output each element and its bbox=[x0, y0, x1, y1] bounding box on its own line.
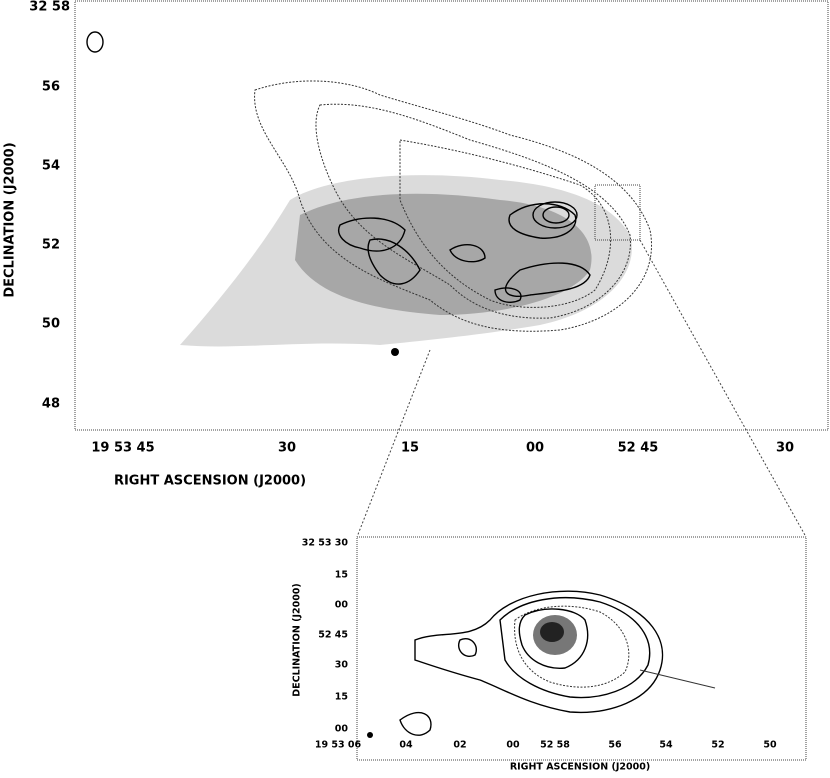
x-tick-label: 00 bbox=[526, 441, 544, 456]
y-tick-label: 48 bbox=[42, 397, 60, 412]
x-tick-label: 52 45 bbox=[618, 441, 659, 456]
x-tick-label: 19 53 45 bbox=[91, 441, 154, 456]
x-tick-label: 56 bbox=[608, 740, 622, 751]
y-tick-label: 56 bbox=[42, 80, 60, 95]
x-tick-label: 00 bbox=[506, 740, 520, 751]
main-panel: 32 58 56 54 52 50 48 19 53 45 30 15 00 5… bbox=[3, 0, 829, 538]
x-tick-label: 50 bbox=[763, 740, 777, 751]
zoom-line bbox=[356, 349, 431, 538]
y-tick-label: 32 53 30 bbox=[302, 538, 349, 549]
inset-frame bbox=[356, 536, 807, 761]
diffuse-emission bbox=[180, 175, 632, 347]
y-tick-label: 15 bbox=[335, 692, 348, 703]
x-tick-label: 54 bbox=[659, 740, 673, 751]
y-tick-label: 54 bbox=[42, 159, 60, 174]
y-axis-label: DECLINATION (J2000) bbox=[3, 142, 18, 297]
y-tick-label: 15 bbox=[335, 570, 348, 581]
y-tick-label: 30 bbox=[335, 660, 349, 671]
y-tick-label: 00 bbox=[335, 724, 349, 735]
inset-contours bbox=[367, 590, 716, 738]
x-tick-label: 04 bbox=[399, 740, 413, 751]
x-tick-label: 19 53 06 bbox=[315, 740, 362, 751]
y-tick-label: 50 bbox=[42, 317, 60, 332]
x-tick-label: 30 bbox=[278, 441, 296, 456]
zoom-box bbox=[594, 184, 641, 241]
x-tick-label: 30 bbox=[776, 441, 794, 456]
y-tick-label: 52 45 bbox=[318, 630, 348, 641]
x-tick-label: 02 bbox=[453, 740, 466, 751]
main-frame bbox=[74, 0, 829, 431]
y-tick-label: 00 bbox=[335, 600, 349, 611]
y-tick-label: 32 58 bbox=[29, 0, 70, 15]
zoom-line bbox=[639, 239, 807, 538]
y-axis-label: DECLINATION (J2000) bbox=[292, 583, 303, 697]
x-axis-label: RIGHT ASCENSION (J2000) bbox=[510, 762, 650, 773]
x-tick-label: 52 bbox=[711, 740, 724, 751]
x-tick-label: 52 58 bbox=[540, 740, 570, 751]
contours bbox=[86, 31, 652, 356]
y-tick-label: 52 bbox=[42, 238, 60, 253]
x-tick-label: 15 bbox=[401, 441, 419, 456]
inset-panel: 32 53 30 15 00 52 45 30 15 00 19 53 06 0… bbox=[292, 536, 807, 773]
x-axis-label: RIGHT ASCENSION (J2000) bbox=[114, 474, 306, 489]
